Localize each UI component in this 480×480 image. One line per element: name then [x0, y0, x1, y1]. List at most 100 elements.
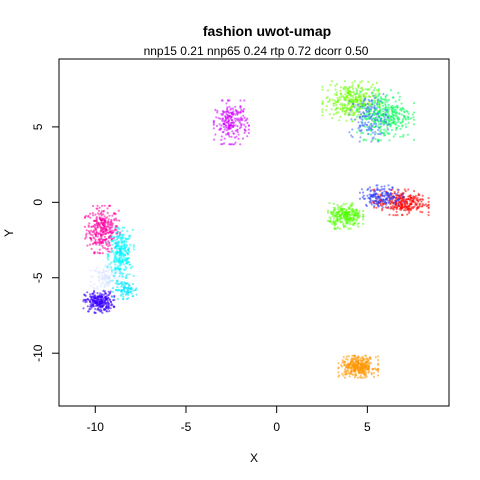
- point: [90, 247, 93, 251]
- point: [100, 210, 103, 213]
- point: [335, 91, 338, 94]
- point: [215, 124, 219, 128]
- point: [379, 203, 382, 207]
- point: [400, 203, 403, 206]
- point: [382, 98, 385, 101]
- point: [359, 360, 363, 363]
- point: [227, 114, 230, 117]
- point: [107, 297, 110, 300]
- point: [85, 232, 88, 235]
- point: [354, 104, 357, 107]
- point: [368, 87, 371, 90]
- point: [397, 205, 400, 208]
- point: [96, 287, 99, 290]
- point: [399, 208, 403, 211]
- point: [116, 280, 119, 283]
- point: [126, 252, 129, 255]
- x-tick-label: -5: [181, 420, 192, 434]
- point: [387, 206, 390, 209]
- point: [356, 111, 359, 114]
- point: [107, 258, 110, 261]
- point: [363, 105, 366, 108]
- point: [374, 92, 377, 95]
- point: [124, 283, 127, 286]
- point: [360, 128, 363, 132]
- point: [321, 88, 324, 91]
- point: [382, 123, 385, 126]
- point: [370, 92, 373, 95]
- point: [379, 139, 382, 142]
- point: [427, 211, 430, 214]
- point: [336, 107, 339, 110]
- point: [403, 209, 406, 212]
- point: [346, 364, 350, 367]
- point: [102, 293, 105, 296]
- point: [378, 126, 381, 129]
- point: [360, 364, 363, 368]
- point: [379, 119, 382, 122]
- point: [328, 113, 331, 116]
- point: [101, 311, 104, 314]
- point: [387, 103, 390, 106]
- point: [383, 128, 386, 131]
- point: [339, 103, 342, 106]
- point: [90, 301, 93, 305]
- point: [118, 247, 121, 250]
- point: [404, 204, 407, 207]
- point: [105, 282, 108, 286]
- point: [123, 226, 126, 229]
- point: [328, 98, 332, 101]
- point: [113, 235, 116, 238]
- point: [355, 92, 359, 95]
- point: [384, 120, 387, 123]
- point: [408, 211, 411, 214]
- point: [102, 221, 105, 224]
- point: [378, 121, 381, 124]
- point: [338, 219, 341, 222]
- point: [326, 100, 330, 103]
- point: [113, 212, 116, 215]
- point: [332, 102, 335, 105]
- point: [95, 220, 98, 223]
- point: [386, 131, 389, 134]
- point: [369, 198, 372, 201]
- point: [126, 282, 129, 285]
- point: [368, 117, 372, 120]
- point: [377, 358, 380, 362]
- point: [350, 369, 354, 373]
- point: [335, 93, 338, 96]
- point: [377, 196, 380, 199]
- point: [355, 115, 359, 118]
- point: [325, 105, 328, 108]
- point: [370, 140, 373, 143]
- point: [353, 106, 356, 109]
- point: [120, 249, 123, 252]
- point: [344, 370, 348, 373]
- point: [345, 208, 348, 211]
- point: [350, 90, 353, 94]
- point: [232, 113, 235, 117]
- point: [111, 243, 114, 246]
- point: [87, 214, 90, 217]
- point: [398, 195, 401, 198]
- point: [120, 251, 123, 254]
- point: [226, 109, 229, 112]
- point: [348, 90, 351, 93]
- point: [231, 107, 235, 110]
- point: [394, 122, 397, 126]
- point: [394, 214, 397, 217]
- point: [334, 102, 337, 105]
- point: [87, 224, 90, 227]
- point: [337, 375, 340, 378]
- point: [374, 199, 377, 202]
- point: [115, 271, 118, 274]
- point: [357, 113, 360, 117]
- point: [114, 228, 117, 231]
- point: [106, 307, 110, 310]
- point: [89, 284, 92, 287]
- point: [337, 362, 340, 365]
- point: [321, 100, 324, 103]
- point: [374, 356, 377, 359]
- point: [336, 212, 339, 216]
- point: [342, 356, 345, 359]
